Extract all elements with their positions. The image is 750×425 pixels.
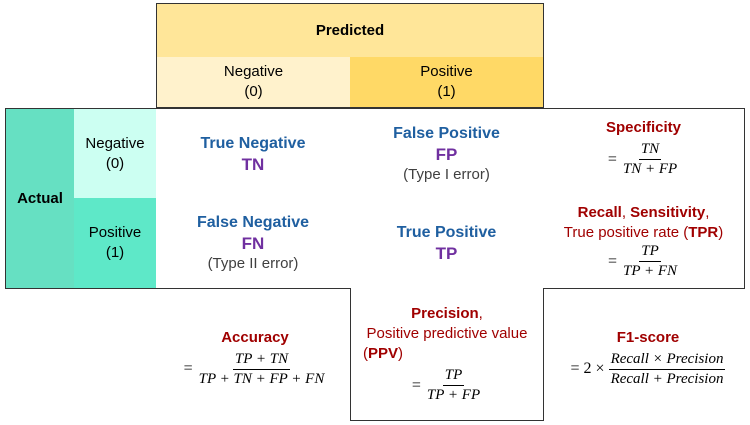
true-positive-abbr: TP [435, 244, 458, 263]
actual-positive-header: Positive (1) [74, 198, 157, 289]
cell-false-negative: False Negative FN (Type II error) [156, 198, 351, 289]
cell-true-negative: True Negative TN [156, 108, 351, 199]
precision-numerator: TP [442, 367, 465, 386]
recall-formula: = TP TP + FN [607, 243, 678, 279]
predicted-title: Predicted [315, 21, 385, 39]
false-positive-label: False Positive [393, 124, 500, 142]
predicted-positive-value: (1) [437, 83, 456, 100]
recall-numerator: TP [639, 243, 661, 262]
precision-denominator: TP + FP [426, 387, 481, 403]
cell-false-positive: False Positive FP (Type I error) [350, 108, 544, 199]
cell-true-positive: True Positive TP [350, 198, 544, 289]
f1-denominator: Recall + Precision [610, 370, 724, 387]
actual-header: Actual [5, 108, 75, 289]
actual-positive-value: (1) [105, 244, 125, 261]
recall-cell: Recall, Sensitivity, True positive rate … [543, 198, 745, 289]
specificity-cell: Specificity = TN TN + FP [543, 108, 745, 199]
specificity-formula: = TN TN + FP [607, 141, 678, 177]
f1-numerator: Recall × Precision [608, 351, 726, 370]
specificity-numerator: TN [638, 141, 662, 160]
precision-title: Precision, [411, 305, 483, 322]
true-negative-label: True Negative [200, 134, 306, 152]
precision-abbr-line: (PPV) [363, 345, 404, 362]
accuracy-title: Accuracy [221, 328, 289, 346]
recall-subtitle: True positive rate (TPR) [563, 224, 724, 241]
false-positive-abbr: FP [435, 144, 458, 164]
actual-title: Actual [17, 189, 63, 207]
specificity-title: Specificity [605, 119, 682, 136]
type-one-error-note: (Type I error) [403, 165, 490, 183]
accuracy-denominator: TP + TN + FP + FN [198, 370, 325, 387]
recall-denominator: TP + FN [623, 263, 678, 279]
actual-negative-value: (0) [105, 154, 125, 172]
accuracy-block: Accuracy = TP + TN TP + TN + FP + FN [160, 320, 350, 395]
f1-title: F1-score [616, 328, 680, 346]
true-positive-label: True Positive [396, 224, 497, 241]
precision-formula: = TP TP + FP [411, 367, 481, 403]
accuracy-numerator: TP + TN [232, 351, 291, 370]
predicted-positive-header: Positive (1) [350, 57, 544, 108]
true-negative-abbr: TN [241, 154, 265, 174]
actual-negative-header: Negative (0) [74, 108, 157, 199]
recall-title: Recall, Sensitivity, [577, 204, 710, 221]
actual-negative-label: Negative [85, 134, 145, 152]
predicted-negative-value: (0) [244, 83, 263, 100]
precision-cell: Precision, Positive predictive value (PP… [350, 288, 544, 421]
f1-block: F1-score = 2 × Recall × Precision Recall… [548, 320, 748, 395]
actual-positive-label: Positive [88, 224, 142, 241]
specificity-denominator: TN + FP [622, 161, 678, 177]
predicted-positive-label: Positive [420, 63, 473, 80]
predicted-header: Predicted [156, 3, 544, 58]
precision-subtitle: Positive predictive value [366, 325, 528, 342]
f1-formula: = 2 × Recall × Precision Recall + Precis… [570, 350, 726, 387]
predicted-negative-header: Negative (0) [156, 57, 351, 108]
false-negative-label: False Negative [196, 214, 310, 231]
false-negative-abbr: FN [241, 234, 265, 253]
accuracy-formula: = TP + TN TP + TN + FP + FN [183, 350, 325, 387]
type-two-error-note: (Type II error) [207, 255, 299, 272]
predicted-negative-label: Negative [223, 63, 284, 80]
